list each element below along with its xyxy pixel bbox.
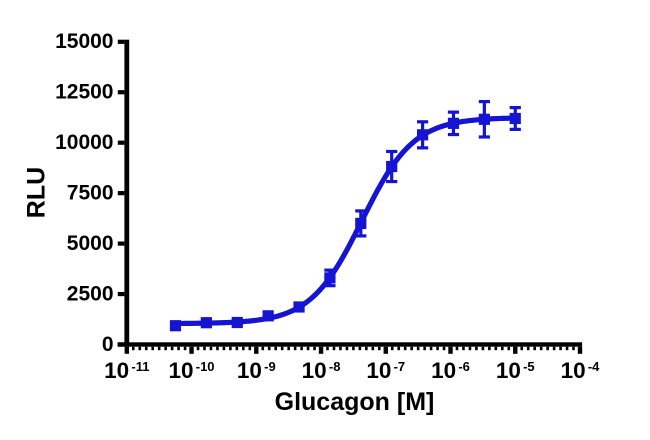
- svg-text:RLU: RLU: [22, 167, 50, 218]
- svg-text:10-10: 10 -10: [169, 358, 215, 383]
- svg-text:10-4: 10 -4: [561, 358, 601, 383]
- svg-text:2500: 2500: [67, 282, 114, 305]
- svg-text:5000: 5000: [67, 232, 114, 255]
- svg-text:12500: 12500: [55, 81, 113, 104]
- svg-text:7500: 7500: [67, 181, 114, 204]
- svg-text:0: 0: [102, 333, 114, 356]
- svg-text:10000: 10000: [55, 131, 113, 154]
- svg-text:Glucagon [M]: Glucagon [M]: [275, 388, 435, 416]
- svg-text:15000: 15000: [55, 30, 113, 53]
